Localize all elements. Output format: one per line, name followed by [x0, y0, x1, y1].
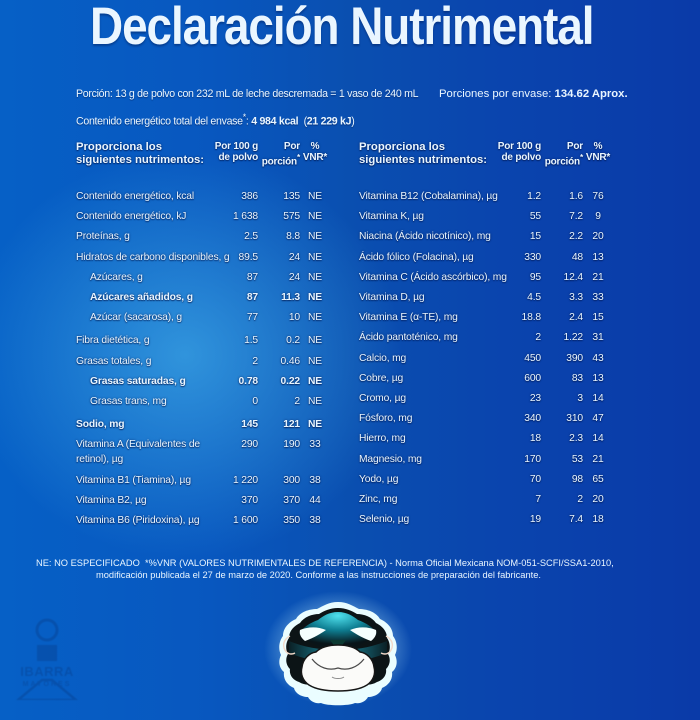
svg-text:IBARRA: IBARRA	[20, 664, 74, 679]
svg-text:MAYORES: MAYORES	[23, 681, 72, 688]
